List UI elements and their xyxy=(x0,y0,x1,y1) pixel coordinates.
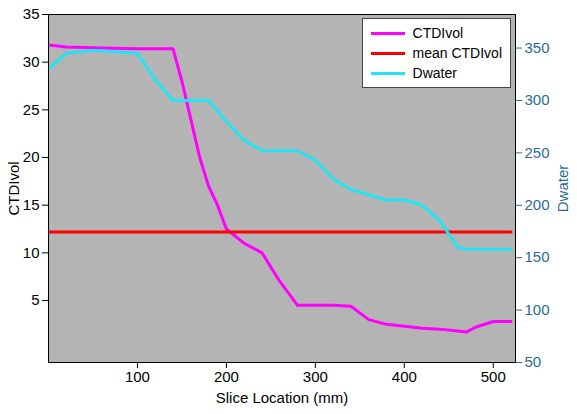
svg-text:250: 250 xyxy=(525,144,550,161)
svg-text:35: 35 xyxy=(23,5,40,22)
svg-text:10: 10 xyxy=(23,244,40,261)
svg-text:100: 100 xyxy=(525,301,550,318)
svg-text:200: 200 xyxy=(525,196,550,213)
svg-text:200: 200 xyxy=(214,368,239,385)
svg-text:50: 50 xyxy=(525,353,542,370)
svg-text:300: 300 xyxy=(303,368,328,385)
svg-text:20: 20 xyxy=(23,148,40,165)
svg-text:100: 100 xyxy=(125,368,150,385)
svg-text:30: 30 xyxy=(23,53,40,70)
svg-text:300: 300 xyxy=(525,91,550,108)
svg-text:150: 150 xyxy=(525,248,550,265)
svg-text:400: 400 xyxy=(392,368,417,385)
svg-text:CTDIvol: CTDIvol xyxy=(5,161,22,215)
svg-text:5: 5 xyxy=(31,291,39,308)
html-text:CTDIvol: CTDIvol xyxy=(412,25,464,41)
svg-text:500: 500 xyxy=(481,368,506,385)
svg-text:Dwater: Dwater xyxy=(554,165,571,213)
html-text:mean CTDIvol: mean CTDIvol xyxy=(412,45,502,61)
svg-text:15: 15 xyxy=(23,196,40,213)
svg-text:Slice Location (mm): Slice Location (mm) xyxy=(216,389,349,406)
html-text:Dwater: Dwater xyxy=(412,65,457,81)
svg-text:350: 350 xyxy=(525,39,550,56)
svg-text:25: 25 xyxy=(23,101,40,118)
